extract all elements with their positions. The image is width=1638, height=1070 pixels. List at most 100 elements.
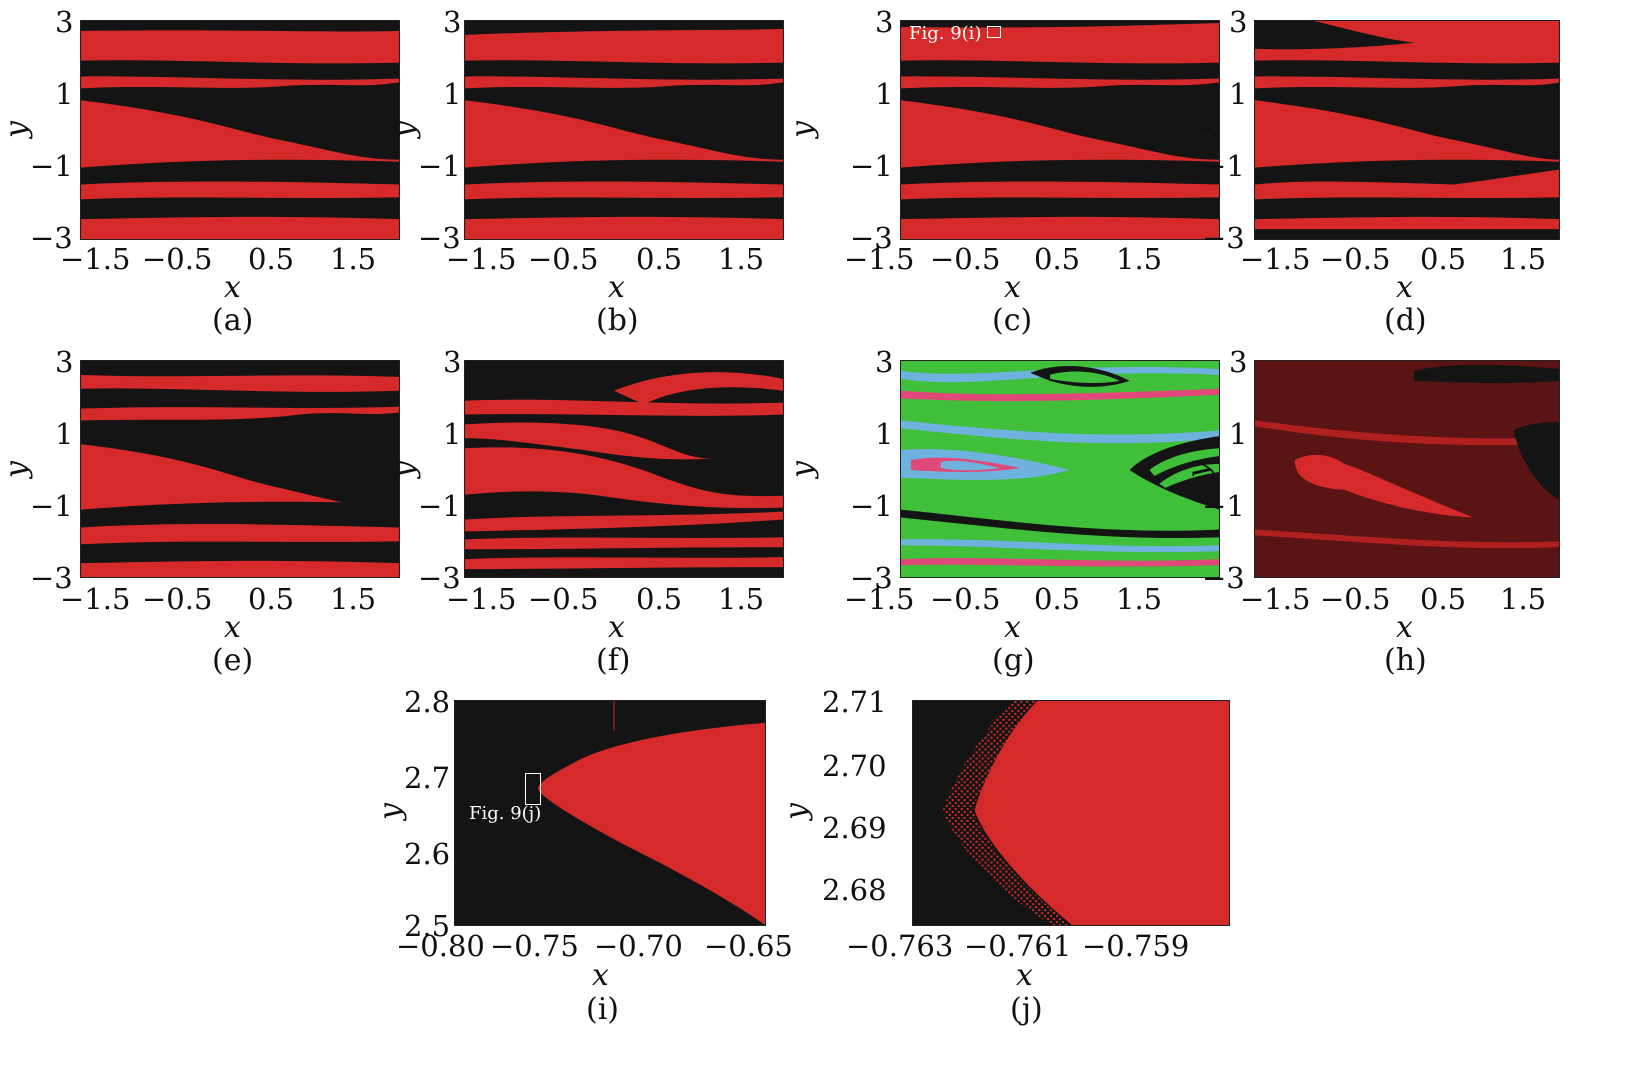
panel-a: 3 1 −1 −3 −1.5 −0.5 0.5 1.5 y x (a) xyxy=(0,0,410,340)
ytick-c-3: −3 xyxy=(850,221,893,255)
ytick-e-3: −3 xyxy=(30,561,73,595)
ytick-b-3: −3 xyxy=(418,221,461,255)
ytick-e-2: −1 xyxy=(30,489,73,523)
xtick-g-1: −0.5 xyxy=(930,582,1001,616)
caption-f: (f) xyxy=(596,643,631,678)
xtick-j-1: −0.761 xyxy=(964,929,1072,963)
ytick-f-0: 3 xyxy=(443,345,462,379)
xtick-g-0: −1.5 xyxy=(844,582,915,616)
ytick-d-1: 1 xyxy=(1229,77,1248,111)
xtick-h-0: −1.5 xyxy=(1240,582,1311,616)
xtick-a-3: 1.5 xyxy=(330,242,377,276)
ylabel-b: y xyxy=(386,121,422,138)
caption-a: (a) xyxy=(212,303,254,338)
basin-image-f xyxy=(465,361,783,577)
basin-image-b xyxy=(465,21,783,239)
xtick-d-3: 1.5 xyxy=(1500,242,1547,276)
ytick-b-0: 3 xyxy=(443,5,462,39)
xtick-c-1: −0.5 xyxy=(930,242,1001,276)
ytick-h-3: −3 xyxy=(1202,561,1245,595)
ytick-j-1: 2.70 xyxy=(822,749,887,783)
ylabel-i: y xyxy=(372,803,408,820)
caption-h: (h) xyxy=(1384,643,1427,678)
xtick-i-2: −0.70 xyxy=(594,929,683,963)
ytick-f-1: 1 xyxy=(443,417,462,451)
annotation-fig9j: Fig. 9(j) xyxy=(469,803,542,824)
ytick-g-3: −3 xyxy=(850,561,893,595)
ytick-b-1: 1 xyxy=(443,77,462,111)
plot-area-f xyxy=(464,360,784,578)
ytick-h-1: 1 xyxy=(1229,417,1248,451)
xtick-i-1: −0.75 xyxy=(490,929,579,963)
ytick-i-2: 2.6 xyxy=(404,837,451,871)
panel-j: 2.71 2.70 2.69 2.68 −0.763 −0.761 −0.759… xyxy=(779,685,1240,1060)
ytick-d-2: −1 xyxy=(1202,149,1245,183)
ytick-i-3: 2.5 xyxy=(404,909,451,943)
caption-i: (i) xyxy=(586,992,620,1027)
ylabel-j: y xyxy=(778,803,814,820)
ytick-d-0: 3 xyxy=(1229,5,1248,39)
xtick-d-0: −1.5 xyxy=(1240,242,1311,276)
panel-e: 3 1 −1 −3 −1.5 −0.5 0.5 1.5 y x (e) xyxy=(0,340,410,680)
xtick-c-3: 1.5 xyxy=(1116,242,1163,276)
xtick-i-0: −0.80 xyxy=(396,929,485,963)
panel-h: 3 1 −1 −3 −1.5 −0.5 0.5 1.5 y x (h) xyxy=(1181,340,1638,680)
ytick-i-0: 2.8 xyxy=(404,685,451,719)
ytick-c-2: −1 xyxy=(850,149,893,183)
zoom-box-i xyxy=(525,773,541,805)
panel-g: 3 1 −1 −3 −1.5 −0.5 0.5 1.5 y x (g) xyxy=(785,340,1230,680)
ylabel-f: y xyxy=(386,461,422,478)
plot-area-a xyxy=(80,20,400,240)
ytick-e-0: 3 xyxy=(55,345,74,379)
xtick-f-2: 0.5 xyxy=(636,582,683,616)
ytick-a-1: 1 xyxy=(55,77,74,111)
ylabel-e: y xyxy=(0,461,34,478)
ytick-d-3: −3 xyxy=(1202,221,1245,255)
xtick-j-2: −0.759 xyxy=(1082,929,1190,963)
caption-c: (c) xyxy=(992,303,1033,338)
xtick-b-1: −0.5 xyxy=(528,242,599,276)
xlabel-f: x xyxy=(608,610,625,645)
xtick-d-2: 0.5 xyxy=(1420,242,1467,276)
ytick-a-3: −3 xyxy=(30,221,73,255)
caption-e: (e) xyxy=(212,643,254,678)
basin-image-e xyxy=(81,361,399,577)
ylabel-g: y xyxy=(784,461,820,478)
xtick-b-2: 0.5 xyxy=(636,242,683,276)
ytick-h-2: −1 xyxy=(1202,489,1245,523)
plot-area-g xyxy=(900,360,1220,578)
plot-area-h xyxy=(1254,360,1560,578)
panel-d: 3 1 −1 −3 −1.5 −0.5 0.5 1.5 y x (d) xyxy=(1181,0,1638,340)
xtick-e-1: −0.5 xyxy=(142,582,213,616)
xtick-f-1: −0.5 xyxy=(528,582,599,616)
basin-image-h xyxy=(1255,361,1559,577)
ytick-g-1: 1 xyxy=(875,417,894,451)
panel-i: Fig. 9(j) 2.8 2.7 2.6 2.5 −0.80 −0.75 −0… xyxy=(373,685,820,1060)
zoom-box-c xyxy=(987,26,1001,38)
xtick-i-3: −0.65 xyxy=(704,929,793,963)
plot-area-b xyxy=(464,20,784,240)
ytick-g-2: −1 xyxy=(850,489,893,523)
xtick-c-2: 0.5 xyxy=(1034,242,1081,276)
xtick-h-1: −0.5 xyxy=(1320,582,1391,616)
xtick-g-3: 1.5 xyxy=(1116,582,1163,616)
plot-area-e xyxy=(80,360,400,578)
xlabel-a: x xyxy=(224,270,241,305)
ytick-f-2: −1 xyxy=(418,489,461,523)
basin-image-c xyxy=(901,21,1219,239)
xtick-a-2: 0.5 xyxy=(248,242,295,276)
basin-image-d xyxy=(1255,21,1559,239)
xlabel-g: x xyxy=(1004,610,1021,645)
xtick-j-0: −0.763 xyxy=(846,929,954,963)
panel-b: 3 1 −1 −3 −1.5 −0.5 0.5 1.5 y x (b) xyxy=(387,0,820,340)
annotation-fig9i: Fig. 9(i) xyxy=(909,23,982,44)
xtick-a-0: −1.5 xyxy=(60,242,131,276)
caption-b: (b) xyxy=(596,303,639,338)
ytick-j-0: 2.71 xyxy=(822,685,887,719)
plot-area-i: Fig. 9(j) xyxy=(454,700,766,926)
xtick-g-2: 0.5 xyxy=(1034,582,1081,616)
xlabel-d: x xyxy=(1396,270,1413,305)
caption-j: (j) xyxy=(1010,992,1043,1027)
ytick-c-0: 3 xyxy=(875,5,894,39)
ylabel-c: y xyxy=(784,121,820,138)
